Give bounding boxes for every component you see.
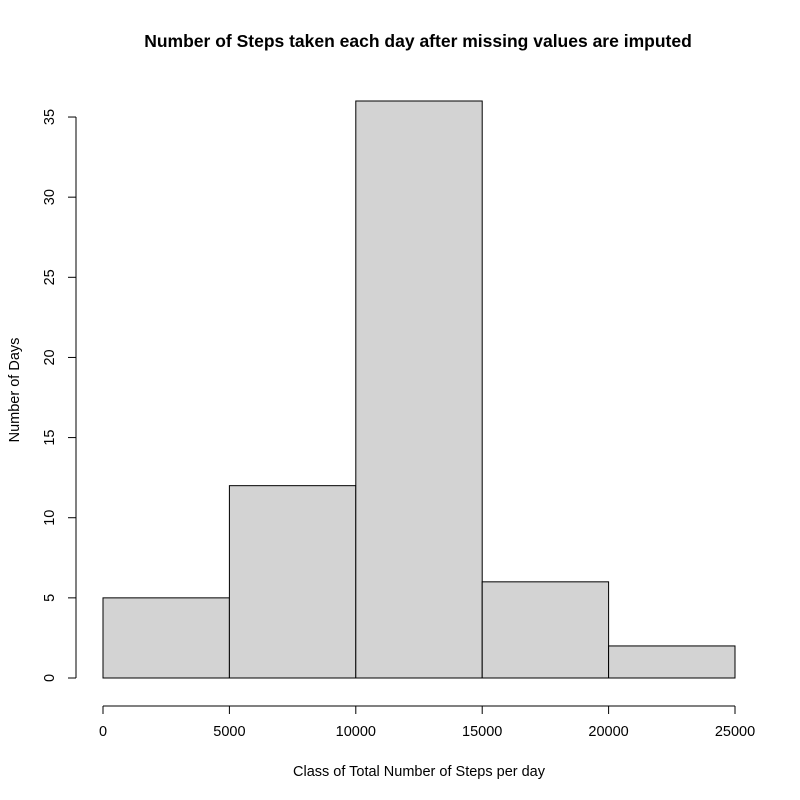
- x-axis-label: Class of Total Number of Steps per day: [293, 764, 546, 780]
- histogram-bar-3: [481, 581, 610, 679]
- y-tick-label-0: 0: [42, 674, 58, 682]
- y-tick-label-6: 30: [42, 189, 58, 205]
- x-tick-label-5: 25000: [715, 724, 755, 740]
- histogram-bar-0: [102, 597, 230, 679]
- x-tick-label-1: 5000: [213, 724, 245, 740]
- x-tick-label-3: 15000: [462, 724, 502, 740]
- y-axis-label: Number of Days: [7, 338, 23, 443]
- histogram-bar-4: [608, 645, 736, 679]
- histogram-bars: [102, 100, 736, 679]
- histogram-bar-2: [355, 100, 483, 679]
- y-tick-label-5: 25: [42, 269, 58, 285]
- x-tick-label-2: 10000: [336, 724, 376, 740]
- y-tick-label-3: 15: [42, 430, 58, 446]
- x-axis: 0 5000 10000 15000 20000 25000: [99, 705, 755, 740]
- x-tick-label-4: 20000: [588, 724, 628, 740]
- chart-title: Number of Steps taken each day after mis…: [144, 31, 692, 51]
- y-tick-label-4: 20: [42, 349, 58, 365]
- histogram-bar-1: [228, 485, 357, 679]
- y-axis: 0 5 10 15 20 25 30 35: [42, 109, 77, 682]
- y-tick-label-1: 5: [42, 594, 58, 602]
- x-tick-label-0: 0: [99, 724, 107, 740]
- y-tick-label-2: 10: [42, 510, 58, 526]
- y-tick-label-7: 35: [42, 109, 58, 125]
